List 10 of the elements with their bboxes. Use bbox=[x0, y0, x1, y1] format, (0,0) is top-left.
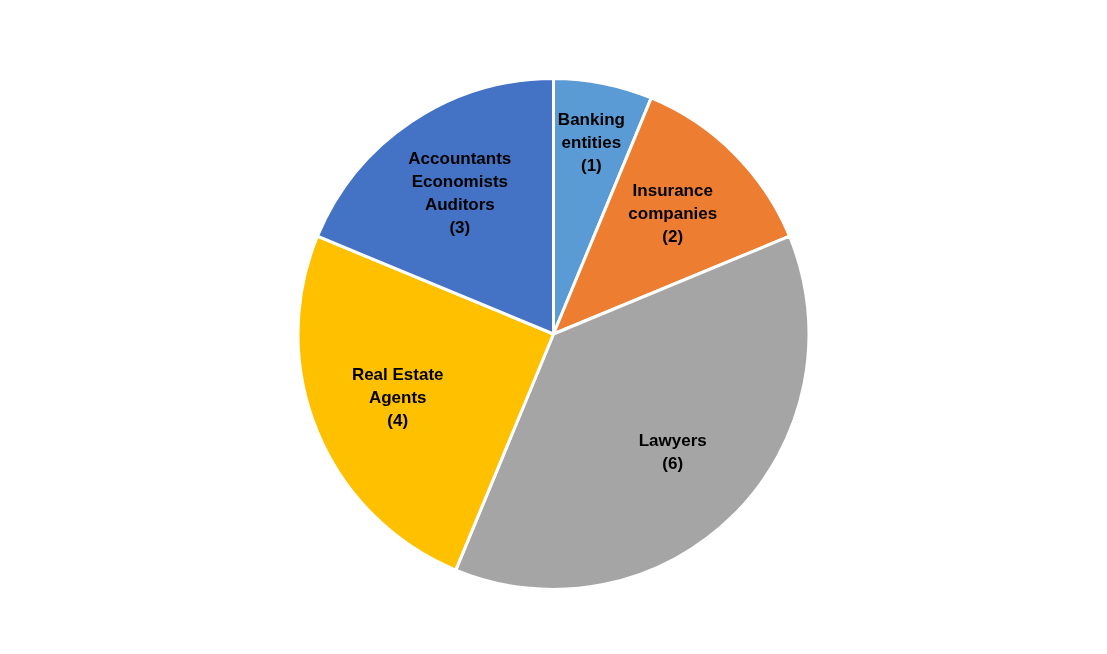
slice-label: Real Estate Agents bbox=[351, 365, 444, 408]
slice-label: Lawyers bbox=[638, 431, 707, 451]
slice-label: Accountants Economists Auditors bbox=[408, 148, 512, 214]
slice-label: Insurance companies bbox=[628, 181, 718, 224]
data-label: (3) bbox=[449, 217, 471, 237]
data-label: (1) bbox=[580, 156, 602, 176]
slice-label: Banking entities bbox=[557, 110, 625, 153]
data-label: (6) bbox=[662, 454, 684, 474]
data-label: (4) bbox=[387, 411, 409, 431]
data-label: (2) bbox=[662, 227, 684, 247]
